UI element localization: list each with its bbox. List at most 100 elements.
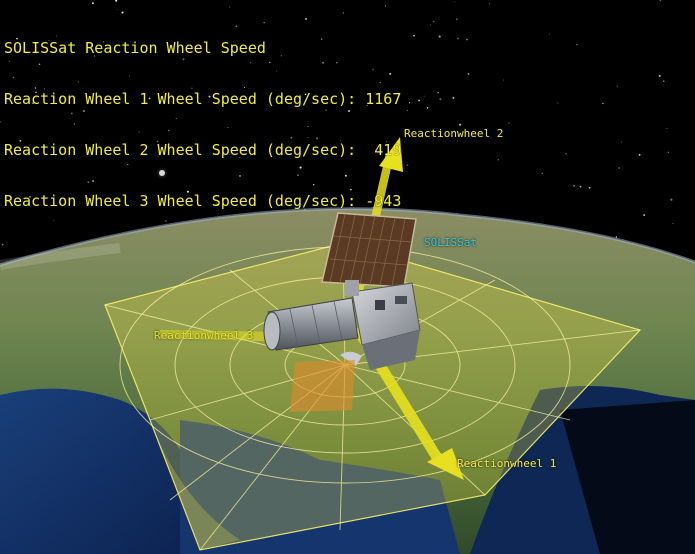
hud-row-wheel-1: Reaction Wheel 1 Wheel Speed (deg/sec): …: [4, 90, 402, 108]
star: [430, 24, 432, 26]
label-reactionwheel-2: Reactionwheel 2: [404, 127, 504, 140]
star: [602, 102, 604, 105]
star: [229, 6, 231, 8]
star: [1, 243, 4, 246]
star: [340, 139, 342, 141]
star: [433, 20, 435, 23]
star: [503, 79, 505, 81]
star: [588, 187, 591, 189]
star: [467, 73, 470, 75]
star: [35, 91, 37, 94]
star: [116, 8, 118, 10]
star: [53, 219, 55, 221]
star: [670, 198, 673, 201]
star: [565, 152, 567, 155]
star: [43, 88, 46, 90]
star: [426, 107, 429, 109]
star: [138, 131, 140, 133]
hud-title: SOLISSat Reaction Wheel Speed: [4, 39, 266, 57]
star: [638, 153, 641, 156]
star: [366, 104, 368, 106]
star: [0, 121, 1, 123]
star: [304, 93, 307, 96]
hud-row-wheel-3: Reaction Wheel 3 Wheel Speed (deg/sec): …: [4, 192, 402, 210]
star: [406, 109, 408, 111]
star: [167, 129, 170, 132]
star: [239, 175, 241, 177]
star: [618, 167, 620, 169]
star: [92, 180, 94, 182]
star: [466, 38, 468, 41]
star: [316, 137, 319, 140]
star: [579, 185, 582, 188]
star: [307, 126, 309, 128]
star: [557, 102, 559, 104]
star: [115, 0, 118, 2]
star: [372, 69, 374, 71]
star: [182, 58, 185, 61]
star: [452, 96, 455, 99]
star: [459, 123, 462, 126]
star: [127, 163, 129, 165]
star: [227, 127, 229, 129]
solissat-spacecraft: [263, 280, 421, 412]
solar-panel: [321, 212, 417, 288]
star: [243, 87, 245, 88]
star: [93, 55, 96, 57]
label-solissat: SOLISSat: [424, 236, 477, 249]
star: [379, 82, 381, 84]
star: [102, 41, 104, 43]
star: [573, 185, 575, 187]
star: [616, 85, 618, 87]
star: [643, 214, 646, 217]
star: [34, 87, 37, 89]
star: [457, 37, 459, 40]
star: [672, 222, 674, 224]
star: [91, 2, 94, 5]
star: [320, 38, 323, 40]
star: [12, 76, 15, 79]
star: [541, 172, 543, 174]
star: [269, 61, 271, 64]
star: [666, 128, 668, 130]
star: [249, 62, 251, 64]
star: [386, 141, 388, 143]
star: [658, 74, 661, 77]
star: [191, 145, 193, 147]
star: [548, 33, 550, 35]
star: [216, 203, 218, 205]
star: [239, 157, 241, 159]
star: [290, 136, 293, 139]
star: [406, 164, 409, 166]
star: [87, 181, 90, 184]
star: [48, 39, 50, 41]
star: [275, 70, 277, 72]
star: [77, 81, 79, 83]
star: [344, 174, 347, 177]
star: [156, 140, 159, 143]
star: [129, 75, 130, 77]
star: [307, 136, 309, 138]
hud-row-wheel-2: Reaction Wheel 2 Wheel Speed (deg/sec): …: [4, 141, 402, 159]
star: [56, 35, 58, 37]
star: [16, 37, 18, 40]
star: [235, 25, 238, 28]
star: [85, 197, 88, 200]
star: [508, 122, 510, 124]
star: [38, 63, 41, 65]
star: [336, 62, 338, 64]
star: [454, 1, 456, 3]
star: [165, 220, 167, 222]
star: [325, 109, 327, 111]
star: [615, 236, 618, 238]
star: [413, 34, 415, 37]
star: [347, 109, 351, 113]
star: [350, 188, 352, 191]
star: [439, 98, 442, 101]
star: [297, 174, 299, 177]
star: [208, 95, 211, 98]
star: [117, 198, 119, 200]
star: [663, 80, 665, 82]
star: [418, 99, 421, 102]
